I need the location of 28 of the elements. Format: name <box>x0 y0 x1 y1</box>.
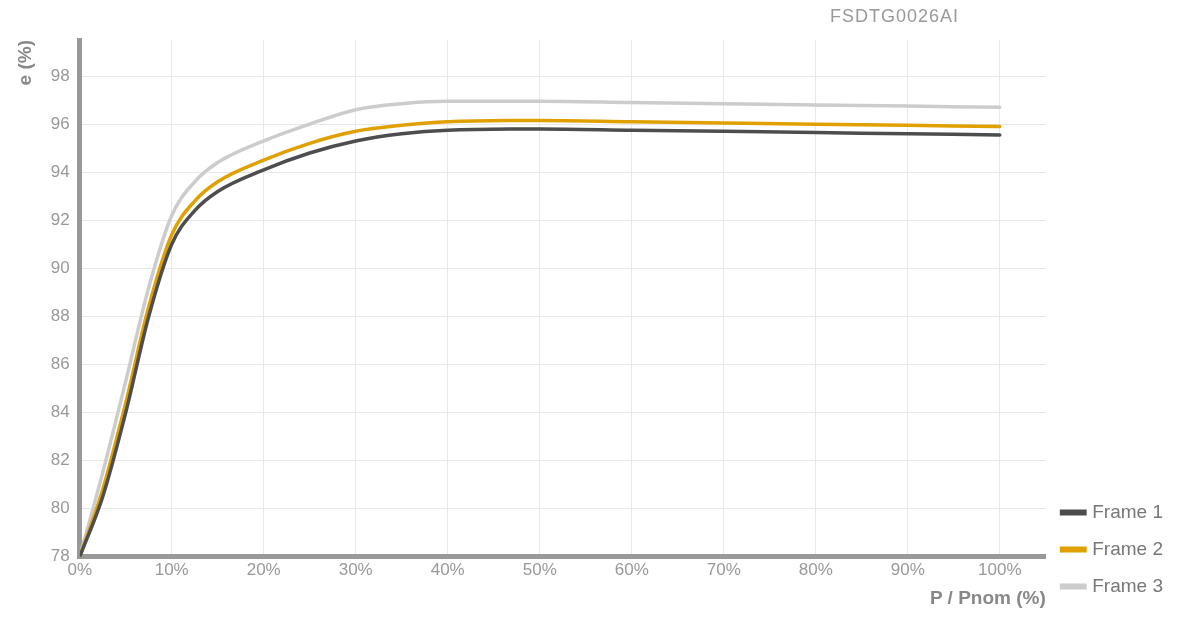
x-tick-label: 70% <box>706 559 741 579</box>
x-tick-label: 60% <box>614 559 649 579</box>
legend-label: Frame 2 <box>1092 537 1164 559</box>
x-tick-label: 90% <box>890 559 925 579</box>
y-tick-label: 96 <box>50 113 70 133</box>
x-tick-label: 30% <box>338 559 373 579</box>
x-tick-label: 20% <box>246 559 281 579</box>
x-tick-label: 100% <box>978 559 1022 579</box>
y-tick-label: 78 <box>50 546 70 566</box>
legend-label: Frame 1 <box>1092 500 1164 522</box>
x-axis-title: P / Pnom (%) <box>929 586 1046 608</box>
x-tick-label: 50% <box>522 559 557 579</box>
y-tick-label: 86 <box>50 354 70 374</box>
legend-label: Frame 3 <box>1092 574 1164 596</box>
x-tick-label: 0% <box>67 559 92 579</box>
y-tick-label: 84 <box>50 402 70 422</box>
x-tick-label: 80% <box>798 559 833 579</box>
y-tick-label: 90 <box>50 258 70 278</box>
y-tick-label: 80 <box>50 498 70 518</box>
y-tick-label: 82 <box>50 450 70 470</box>
y-axis-title: e (%) <box>13 40 35 86</box>
y-tick-label: 94 <box>50 161 70 181</box>
x-tick-label: 40% <box>430 559 465 579</box>
x-tick-label: 10% <box>154 559 189 579</box>
y-tick-label: 98 <box>50 65 70 85</box>
text: FSDTG0026AI <box>829 6 959 27</box>
y-tick-label: 88 <box>50 306 70 326</box>
y-tick-label: 92 <box>50 209 70 229</box>
